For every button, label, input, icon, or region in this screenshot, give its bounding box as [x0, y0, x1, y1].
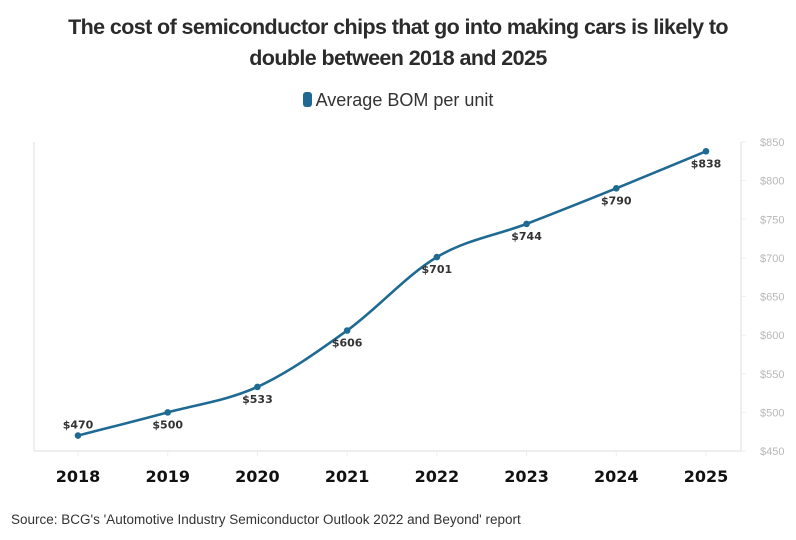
series-average-bom [74, 147, 710, 439]
data-point [612, 185, 620, 192]
legend-label: Average BOM per unit [315, 90, 494, 110]
data-label: $701 [422, 263, 453, 276]
x-tick-label: 2019 [145, 467, 190, 486]
y-tick-label: $500 [760, 407, 784, 419]
data-label: $744 [511, 230, 542, 243]
x-tick-label: 2022 [415, 467, 460, 486]
chart-title-line-1: The cost of semiconductor chips that go … [68, 15, 728, 39]
data-label: $790 [601, 194, 632, 207]
data-point [702, 147, 710, 155]
y-tick-label: $600 [760, 330, 784, 342]
data-point [433, 253, 441, 261]
chart-title-line-2: double between 2018 and 2025 [249, 46, 547, 70]
x-tick-label: 2020 [235, 467, 280, 486]
data-label: $533 [242, 393, 273, 406]
data-label: $470 [63, 419, 94, 432]
data-point [164, 409, 172, 416]
y-tick-label: $450 [760, 446, 784, 458]
y-tick-label: $800 [760, 176, 784, 188]
legend[interactable]: Average BOM per unit [0, 90, 796, 111]
series-line [76, 149, 708, 437]
data-label: $606 [332, 336, 363, 349]
y-tick-label: $650 [760, 292, 784, 304]
y-tick-label: $850 [760, 137, 784, 149]
data-labels: $470 $500 $533 $606 $701 $744 $790 $838 [63, 157, 722, 431]
y-axis: $450 $500 $550 $600 $650 $700 $750 $800 $850 [741, 137, 784, 458]
data-label: $500 [152, 418, 183, 431]
data-point [343, 327, 351, 334]
x-tick-label: 2024 [594, 467, 639, 486]
data-point [74, 432, 82, 439]
y-tick-label: $750 [760, 214, 784, 226]
source-note: Source: BCG's 'Automotive Industry Semic… [11, 512, 521, 527]
x-tick-label: 2018 [56, 467, 101, 486]
y-tick-label: $700 [760, 253, 784, 265]
data-label: $838 [691, 157, 722, 170]
x-tick-label: 2023 [504, 467, 549, 486]
chart-title: The cost of semiconductor chips that go … [0, 12, 796, 74]
data-point [523, 220, 530, 228]
data-point [254, 383, 261, 391]
x-tick-label: 2021 [325, 467, 370, 486]
y-tick-label: $550 [760, 369, 784, 381]
x-axis: 2018 2019 2020 2021 2022 2023 2024 2025 [56, 452, 729, 486]
x-tick-label: 2025 [684, 467, 729, 486]
legend-swatch-icon [302, 92, 312, 107]
